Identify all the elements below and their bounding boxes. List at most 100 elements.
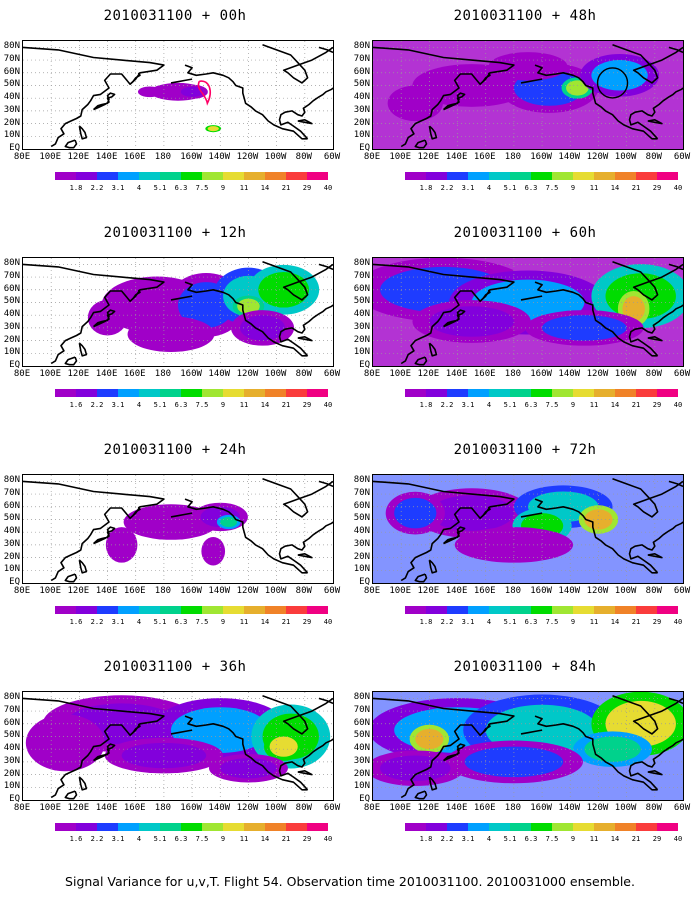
coastline: [428, 559, 438, 574]
colorbar-swatch: [244, 172, 265, 180]
coastline: [414, 139, 428, 149]
colorbar-label: 6.3: [524, 401, 538, 409]
colorbar-label: 21: [631, 618, 641, 626]
colorbar-label: 4: [136, 184, 142, 192]
latitude-label: 50N: [3, 730, 20, 741]
coastline: [170, 295, 193, 301]
longitude-label: 80E: [363, 586, 381, 596]
coastline: [442, 309, 466, 328]
colorbar-label: 40: [323, 184, 333, 192]
colorbar-label: 2.2: [440, 618, 454, 626]
colorbar-label: 9: [570, 618, 576, 626]
forecast-panel: 2010031100 + 48h 80N 70N 60N 50N 40N 30N 20N 10N…: [350, 0, 700, 225]
colorbar-swatch: [139, 823, 160, 831]
colorbar-swatch: [202, 172, 223, 180]
longitude-label: 80E: [13, 152, 31, 162]
coastline: [278, 87, 333, 140]
forecast-panel: 2010031100 + 24h 80N 70N 60N 50N 40N 30N 20N 10N…: [0, 434, 350, 659]
longitude-label: 160E: [123, 586, 146, 596]
colorbar-label: 1.8: [419, 835, 433, 843]
variance-contour: [542, 315, 627, 341]
longitude-label: 80E: [363, 152, 381, 162]
figure-caption: Signal Variance for u,v,T. Flight 54. Ob…: [65, 874, 635, 889]
longitude-label: 80W: [295, 152, 312, 162]
latitude-label: 80N: [353, 258, 370, 269]
coastline: [668, 46, 683, 54]
latitude-label: 70N: [3, 271, 20, 282]
longitude-label: 120E: [417, 803, 440, 813]
panel-title: 2010031100 + 12h: [103, 225, 247, 241]
longitude-label: 140E: [445, 152, 468, 162]
coastline: [184, 281, 308, 357]
latitude-label: 60N: [3, 717, 20, 728]
colorbar-swatch: [286, 606, 307, 614]
longitude-label: 140W: [208, 586, 231, 596]
colorbar-label: 11: [589, 184, 599, 192]
colorbar-swatch: [447, 389, 468, 397]
coastline: [628, 738, 683, 791]
variance-contour: [204, 541, 222, 562]
longitude-label: 120E: [417, 369, 440, 379]
colorbar-label: 3.1: [111, 401, 125, 409]
coastline: [668, 480, 683, 488]
latitude-label: 70N: [3, 488, 20, 499]
colorbar-label: 5.1: [153, 401, 167, 409]
colorbar-swatch: [97, 389, 118, 397]
colorbar-swatch: [657, 823, 678, 831]
colorbar-label: 2.2: [440, 184, 454, 192]
longitude-label: 120W: [586, 803, 609, 813]
colorbar-swatch: [55, 823, 76, 831]
variance-contour: [499, 56, 557, 77]
longitude-label: 160E: [123, 369, 146, 379]
longitude-label: 80W: [295, 803, 312, 813]
coastline: [373, 697, 515, 799]
latitude-label: EQ: [9, 794, 20, 804]
coastline: [129, 723, 141, 736]
colorbar-swatch: [405, 823, 426, 831]
colorbar-swatch: [447, 823, 468, 831]
latitude-label: EQ: [9, 577, 20, 587]
latitude-label: 70N: [3, 705, 20, 716]
coastline: [297, 770, 313, 776]
latitude-label: 40N: [3, 526, 20, 537]
longitude-label: 120E: [417, 586, 440, 596]
colorbar: [55, 823, 328, 831]
variance-contour: [566, 80, 589, 96]
coastline: [647, 553, 663, 559]
colorbar-label: 2.2: [90, 184, 104, 192]
colorbar: [55, 389, 328, 397]
coastline: [64, 139, 78, 149]
longitude-label: 140E: [445, 586, 468, 596]
colorbar-label: 3.1: [461, 184, 475, 192]
longitude-label: 100W: [614, 586, 637, 596]
colorbar-swatch: [97, 606, 118, 614]
coastline: [520, 78, 543, 84]
colorbar-swatch: [265, 389, 286, 397]
colorbar-swatch: [510, 823, 531, 831]
coastline: [262, 261, 333, 301]
coastline: [628, 304, 683, 357]
longitude-label: 100W: [264, 369, 287, 379]
colorbar-label: 14: [260, 618, 270, 626]
map-canvas: [23, 475, 333, 583]
longitude-label: 100E: [389, 152, 412, 162]
longitude-label: 120W: [236, 369, 259, 379]
coastline: [78, 559, 88, 574]
coastline: [612, 695, 683, 735]
panel-title: 2010031100 + 60h: [453, 225, 597, 241]
coastline: [414, 356, 428, 366]
colorbar-label: 11: [239, 835, 249, 843]
colorbar-label: 29: [652, 618, 662, 626]
longitude-label: 60W: [323, 586, 341, 596]
latitude-label: 30N: [3, 538, 20, 549]
latitude-label: EQ: [359, 143, 370, 153]
colorbar-label: 4: [136, 618, 142, 626]
coastline: [373, 263, 515, 365]
colorbar-swatch: [426, 823, 447, 831]
colorbar-swatch: [286, 823, 307, 831]
coastline: [278, 304, 333, 357]
longitude-label: 160E: [473, 803, 496, 813]
colorbar-swatch: [181, 606, 202, 614]
colorbar-swatch: [468, 606, 489, 614]
longitude-label: 120W: [586, 586, 609, 596]
